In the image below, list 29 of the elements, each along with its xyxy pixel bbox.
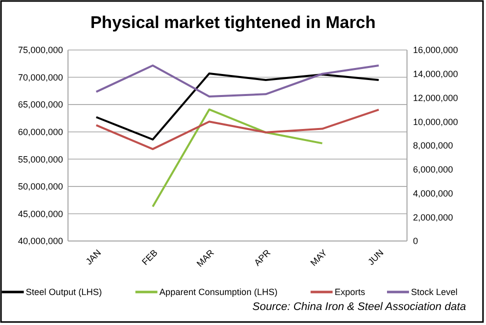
y2-tick-label: 10,000,000 xyxy=(413,116,458,127)
y-tick-label: 75,000,000 xyxy=(18,45,63,56)
y2-tick-label: 16,000,000 xyxy=(413,45,458,56)
y-tick-label: 45,000,000 xyxy=(18,208,63,219)
y-tick-label: 60,000,000 xyxy=(18,127,63,138)
legend-label: Steel Output (LHS) xyxy=(26,287,102,298)
y2-tick-label: 6,000,000 xyxy=(413,164,454,175)
y-tick-label: 70,000,000 xyxy=(18,72,63,82)
y2-tick-label: 2,000,000 xyxy=(413,212,454,222)
y2-tick-label: 0 xyxy=(413,236,418,246)
y-tick-label: 40,000,000 xyxy=(18,236,63,246)
y2-tick-label: 14,000,000 xyxy=(413,69,458,80)
source-note: Source: China Iron & Steel Association data xyxy=(252,301,466,313)
line-series xyxy=(152,108,324,208)
line-series xyxy=(95,64,380,98)
y2-tick-label: 8,000,000 xyxy=(413,140,454,151)
x-tick-label: JAN xyxy=(84,248,103,267)
line-series xyxy=(95,108,380,150)
y-tick-label: 55,000,000 xyxy=(18,154,63,164)
chart-title: Physical market tightened in March xyxy=(90,13,376,32)
line-series xyxy=(95,72,380,140)
legend-label: Stock Level xyxy=(411,287,458,298)
y2-tick-label: 4,000,000 xyxy=(413,188,454,198)
y-tick-label: 65,000,000 xyxy=(18,100,63,110)
legend-label: Apparent Consumption (LHS) xyxy=(159,287,278,298)
y2-tick-label: 12,000,000 xyxy=(413,92,458,103)
legend-label: Exports xyxy=(334,287,366,298)
x-tick-label: FEB xyxy=(140,248,160,268)
y-tick-label: 50,000,000 xyxy=(18,182,63,192)
